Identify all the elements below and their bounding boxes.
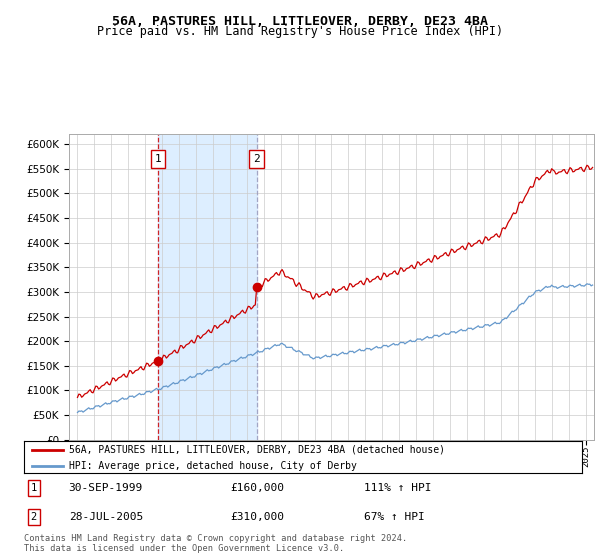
- Text: Contains HM Land Registry data © Crown copyright and database right 2024.
This d: Contains HM Land Registry data © Crown c…: [24, 534, 407, 553]
- Text: HPI: Average price, detached house, City of Derby: HPI: Average price, detached house, City…: [68, 461, 356, 471]
- Text: 1: 1: [155, 154, 161, 164]
- Text: 30-SEP-1999: 30-SEP-1999: [68, 483, 143, 493]
- Text: £310,000: £310,000: [230, 512, 284, 522]
- Text: 28-JUL-2005: 28-JUL-2005: [68, 512, 143, 522]
- Text: 2: 2: [31, 512, 37, 522]
- Bar: [158, 134, 257, 440]
- Text: 111% ↑ HPI: 111% ↑ HPI: [364, 483, 432, 493]
- Text: 1: 1: [31, 483, 37, 493]
- Text: 56A, PASTURES HILL, LITTLEOVER, DERBY, DE23 4BA (detached house): 56A, PASTURES HILL, LITTLEOVER, DERBY, D…: [68, 445, 445, 455]
- Text: 56A, PASTURES HILL, LITTLEOVER, DERBY, DE23 4BA: 56A, PASTURES HILL, LITTLEOVER, DERBY, D…: [112, 15, 488, 27]
- Text: 67% ↑ HPI: 67% ↑ HPI: [364, 512, 425, 522]
- Text: Price paid vs. HM Land Registry's House Price Index (HPI): Price paid vs. HM Land Registry's House …: [97, 25, 503, 38]
- Text: 2: 2: [253, 154, 260, 164]
- Text: £160,000: £160,000: [230, 483, 284, 493]
